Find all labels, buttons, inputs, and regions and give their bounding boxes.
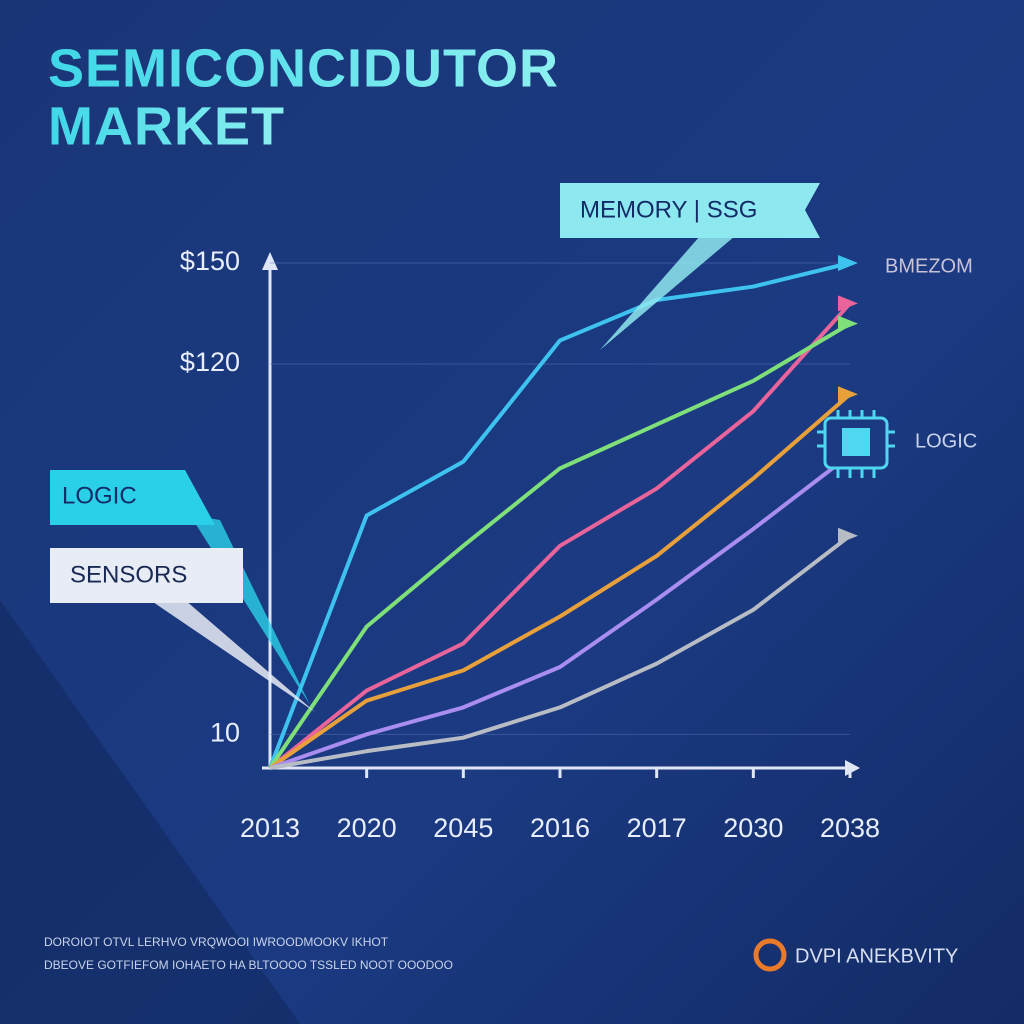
chart-title: MARKET (48, 96, 285, 156)
plot (268, 255, 858, 770)
callout (50, 470, 215, 525)
footnote: DBEOVE GOTFIEFOM IOHAETO HA BLTOOOO TSSL… (44, 958, 453, 972)
x-tick-label: 2045 (433, 813, 493, 843)
brand-logo (753, 938, 787, 972)
decor (0, 600, 300, 1024)
x-tick-label: 2038 (820, 813, 880, 843)
series-line (268, 261, 851, 769)
brand: DVPI ANEKBVITY (795, 945, 958, 967)
x-tick-label: 2013 (240, 813, 300, 843)
annotation: MEMORY | SSG (580, 196, 757, 223)
annotation: LOGIC (62, 482, 137, 509)
annotation: SENSORS (70, 561, 187, 588)
x-tick-label: 2016 (530, 813, 590, 843)
callout (50, 548, 243, 603)
line-arrow (838, 255, 858, 271)
footnote: DOROIOT OTVL LERHVO VRQWOOI IWROODMOOKV … (44, 935, 389, 949)
line-arrow (838, 527, 858, 544)
line-arrow (838, 315, 858, 332)
annotation: BMEZOM (885, 255, 973, 277)
series-line (269, 534, 852, 770)
series-line (268, 302, 852, 770)
callout (560, 183, 820, 238)
axis-arrow (262, 252, 278, 270)
annotation: LOGIC (915, 430, 977, 452)
x-tick-label: 2030 (723, 813, 783, 843)
callout-pointer (150, 600, 315, 712)
y-tick-label: $120 (180, 347, 240, 377)
series-line (268, 321, 852, 770)
line-arrow (838, 386, 858, 403)
callout-pointer (600, 236, 735, 350)
y-tick-label: $150 (180, 246, 240, 276)
x-tick-label: 2017 (627, 813, 687, 843)
series-line (269, 453, 852, 770)
x-tick-label: 2020 (337, 813, 397, 843)
chart-title: SEMICONCIDUTOR (48, 38, 559, 98)
chip-icon (817, 410, 895, 478)
y-tick-label: 10 (210, 717, 240, 747)
series-line (268, 392, 852, 770)
line-arrow (838, 295, 858, 312)
